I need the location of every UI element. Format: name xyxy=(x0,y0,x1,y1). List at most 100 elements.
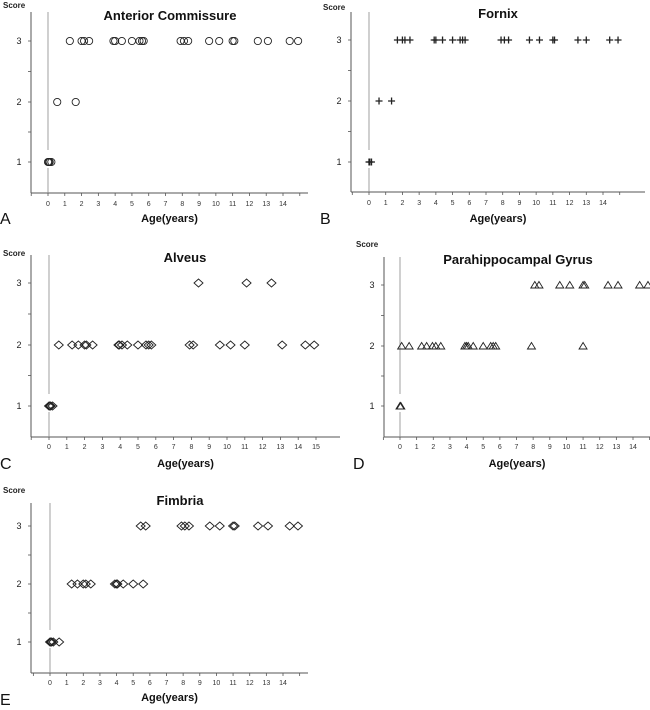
data-point-diamond xyxy=(188,340,199,350)
data-point-plus xyxy=(582,36,590,44)
data-point-diamond xyxy=(111,579,122,589)
x-tick-label: 15 xyxy=(312,444,320,451)
chart-title: Fimbria xyxy=(157,493,205,508)
y-tick-label: 1 xyxy=(16,157,21,167)
data-point-diamond xyxy=(193,278,204,288)
x-tick-label: 4 xyxy=(113,201,117,208)
data-point-circle xyxy=(71,97,80,107)
x-tick-label: 11 xyxy=(229,201,236,208)
data-point-circle xyxy=(205,36,214,46)
data-point-triangle xyxy=(554,280,565,289)
data-point-diamond xyxy=(227,521,239,531)
data-point-triangle xyxy=(534,280,544,289)
data-point-diamond xyxy=(176,521,187,531)
y-tick-label: 1 xyxy=(336,157,341,167)
data-point-plus xyxy=(505,36,513,44)
data-point-diamond xyxy=(87,340,98,350)
data-point-diamond xyxy=(132,340,144,350)
data-point-diamond xyxy=(79,340,90,350)
x-tick-label: 10 xyxy=(223,444,231,451)
data-point-triangle xyxy=(404,341,414,350)
data-point-circle xyxy=(139,36,148,46)
x-tick-label: 4 xyxy=(465,444,469,451)
x-tick-label: 8 xyxy=(531,444,535,451)
x-tick-label: 12 xyxy=(596,444,604,451)
panel-letter: B xyxy=(320,211,331,228)
x-tick-label: 13 xyxy=(582,200,590,207)
x-tick-label: 5 xyxy=(451,200,455,207)
data-point-diamond xyxy=(73,340,84,350)
x-tick-label: 9 xyxy=(198,680,202,687)
x-tick-label: 13 xyxy=(262,201,270,208)
data-point-circle xyxy=(253,36,262,46)
data-point-circle xyxy=(127,36,136,46)
data-point-diamond xyxy=(309,340,320,350)
x-tick-label: 11 xyxy=(229,680,236,687)
data-point-diamond xyxy=(46,637,57,647)
y-axis-label: Score xyxy=(3,1,26,10)
data-point-diamond xyxy=(214,521,225,531)
data-point-triangle xyxy=(526,341,537,350)
x-tick-label: 1 xyxy=(63,201,67,208)
x-tick-label: 1 xyxy=(65,444,69,451)
data-point-plus xyxy=(525,36,533,44)
chart-title: Anterior Commissure xyxy=(104,8,237,23)
data-point-diamond xyxy=(53,637,65,647)
data-point-triangle xyxy=(478,341,489,350)
y-tick-label: 3 xyxy=(16,521,21,531)
data-point-circle xyxy=(184,36,193,46)
data-point-diamond xyxy=(118,579,129,589)
data-point-triangle xyxy=(634,280,645,289)
y-tick-label: 3 xyxy=(16,36,21,46)
panel-letter: E xyxy=(0,692,11,709)
data-point-triangle xyxy=(643,280,650,289)
x-tick-label: 4 xyxy=(115,680,119,687)
data-point-circle xyxy=(230,36,239,46)
x-tick-label: 14 xyxy=(599,200,607,207)
data-point-diamond xyxy=(45,401,56,411)
x-tick-label: 3 xyxy=(96,201,100,208)
data-point-diamond xyxy=(140,340,152,350)
y-axis-label: Score xyxy=(323,3,346,12)
data-point-triangle xyxy=(579,280,590,289)
x-tick-label: 12 xyxy=(246,680,254,687)
y-tick-label: 2 xyxy=(16,97,21,107)
data-point-circle xyxy=(263,36,272,46)
x-tick-label: 10 xyxy=(212,201,220,208)
x-tick-label: 13 xyxy=(262,680,270,687)
data-point-circle xyxy=(109,36,118,46)
y-tick-label: 2 xyxy=(16,340,21,350)
x-tick-label: 10 xyxy=(213,680,221,687)
x-tick-label: 0 xyxy=(367,200,371,207)
data-point-circle xyxy=(215,36,224,46)
x-tick-label: 2 xyxy=(400,200,404,207)
data-point-triangle xyxy=(613,280,623,289)
x-tick-label: 8 xyxy=(501,200,505,207)
x-tick-label: 9 xyxy=(197,201,201,208)
x-tick-label: 9 xyxy=(207,444,211,451)
y-axis-label: Score xyxy=(3,249,26,258)
x-tick-label: 3 xyxy=(100,444,104,451)
x-tick-label: 4 xyxy=(118,444,122,451)
data-point-plus xyxy=(368,158,376,166)
x-tick-label: 4 xyxy=(434,200,438,207)
y-tick-label: 3 xyxy=(369,280,374,290)
x-axis-label: Age(years) xyxy=(470,213,527,225)
panel-letter: D xyxy=(353,456,365,473)
x-tick-label: 13 xyxy=(277,444,285,451)
y-axis-label: Score xyxy=(3,486,26,495)
x-tick-label: 14 xyxy=(294,444,302,451)
data-point-triangle xyxy=(416,341,427,350)
x-tick-label: 0 xyxy=(398,444,402,451)
data-point-diamond xyxy=(179,521,190,531)
data-point-plus xyxy=(574,36,582,44)
data-point-plus xyxy=(606,36,614,44)
x-tick-label: 2 xyxy=(431,444,435,451)
data-point-diamond xyxy=(43,401,55,411)
data-point-triangle xyxy=(578,341,588,350)
data-point-triangle xyxy=(530,280,540,289)
data-point-triangle xyxy=(468,341,479,350)
data-point-diamond xyxy=(140,521,151,531)
